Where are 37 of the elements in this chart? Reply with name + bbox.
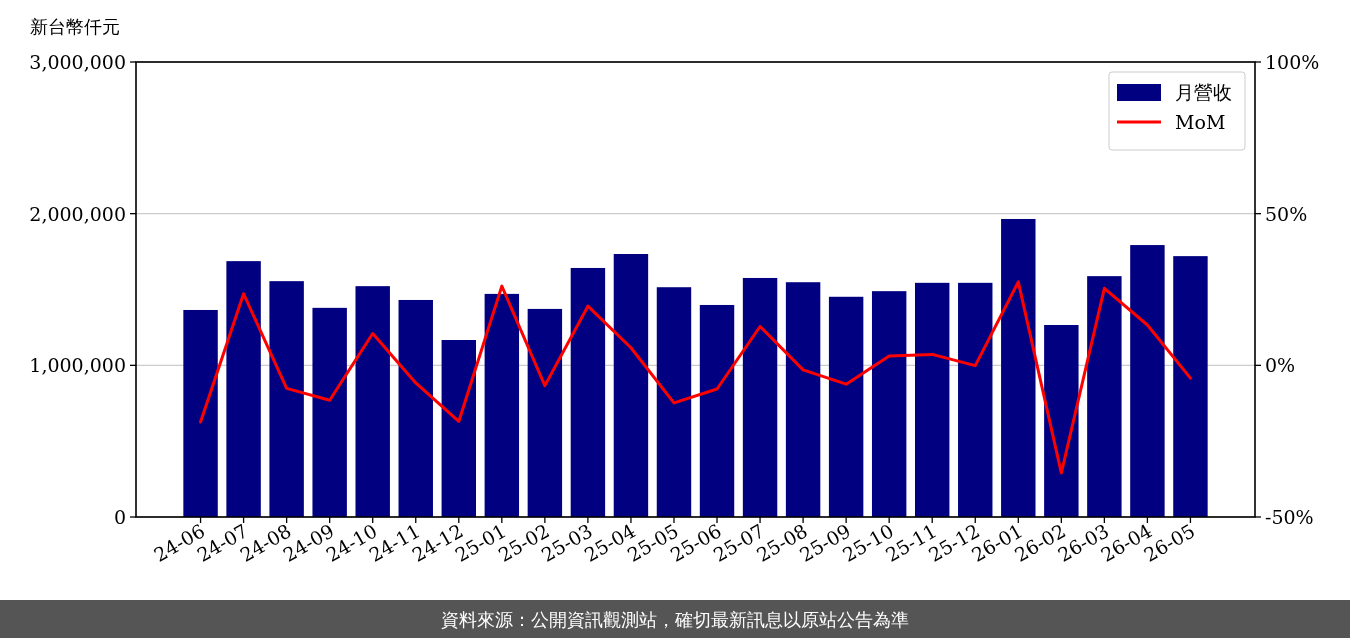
bar	[915, 282, 950, 517]
bar	[484, 293, 520, 517]
bar	[441, 340, 476, 517]
bar	[613, 254, 649, 517]
bar	[1044, 324, 1079, 517]
legend-label: MoM	[1175, 111, 1226, 133]
bar	[1087, 276, 1122, 517]
legend-label: 月營收	[1175, 81, 1232, 103]
bar	[183, 309, 218, 517]
bar	[355, 286, 390, 517]
bar	[1001, 218, 1036, 517]
bar	[785, 282, 821, 517]
bar	[226, 261, 261, 517]
bar	[312, 307, 347, 517]
y2-tick-label: -50%	[1265, 506, 1314, 528]
y-tick-label: 1,000,000	[29, 354, 126, 377]
bar	[1173, 256, 1208, 517]
y-axis-title: 新台幣仟元	[30, 16, 120, 37]
y-tick-label: 3,000,000	[29, 51, 126, 73]
bar	[742, 277, 778, 517]
bar	[828, 296, 864, 517]
y2-tick-label: 100%	[1265, 51, 1320, 73]
bar	[570, 267, 606, 517]
bar	[656, 287, 692, 517]
line-series	[199, 280, 1192, 475]
source-note: 資料來源：公開資訊觀測站，確切最新訊息以原站公告為準	[441, 609, 909, 630]
y2-tick-label: 0%	[1265, 354, 1296, 377]
bar	[1130, 245, 1165, 517]
bar	[871, 291, 907, 517]
bar	[699, 304, 735, 517]
y2-tick-label: 50%	[1265, 202, 1308, 225]
bar	[269, 281, 304, 517]
bar	[958, 282, 993, 517]
bar	[398, 299, 433, 517]
y-tick-label: 2,000,000	[29, 202, 126, 225]
y-tick-label: 0	[113, 506, 126, 528]
bar	[527, 308, 563, 517]
